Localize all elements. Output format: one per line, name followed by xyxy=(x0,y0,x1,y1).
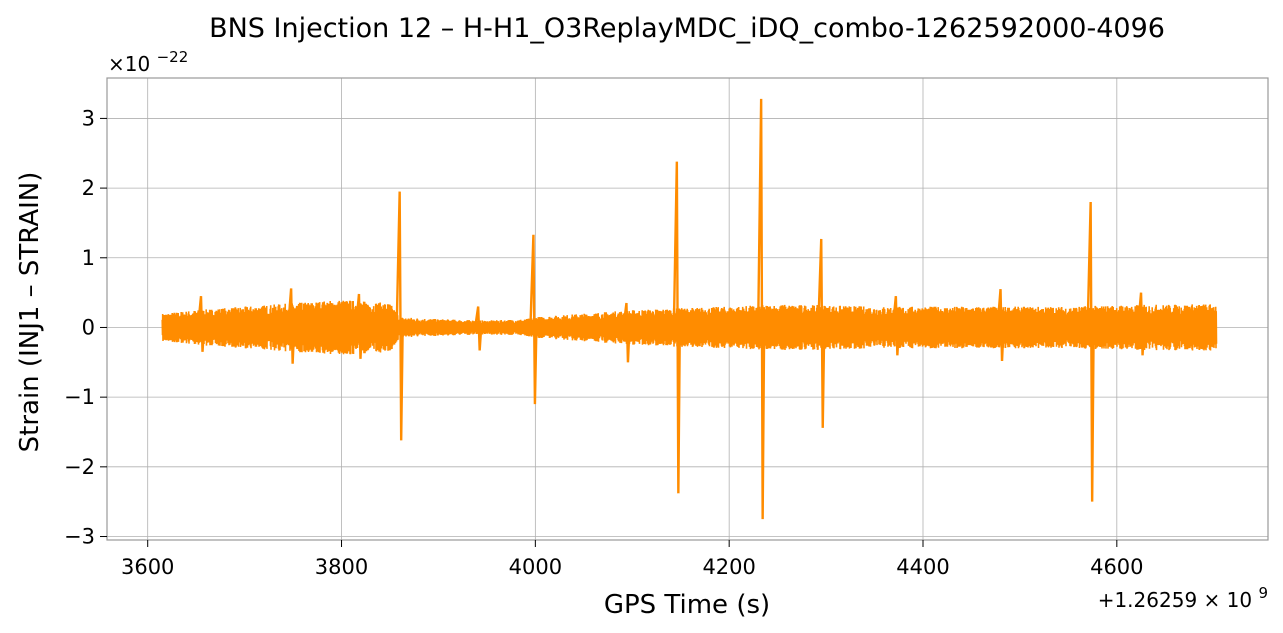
glitch-spike xyxy=(473,306,483,351)
plot-frame xyxy=(106,77,1269,541)
chart-title: BNS Injection 12 – H-H1_O3ReplayMDC_iDQ_… xyxy=(209,13,1165,44)
y-tick-label: 0 xyxy=(82,315,95,339)
glitch-spike xyxy=(672,161,682,494)
glitch-spike xyxy=(529,234,538,405)
y-scale-exponent: −22 xyxy=(157,48,189,66)
glitch-spike xyxy=(996,289,1005,361)
y-tick-label: −3 xyxy=(64,525,95,549)
y-tick-label: 1 xyxy=(82,246,95,270)
glitch-spike xyxy=(196,295,206,352)
glitch-spike xyxy=(354,293,364,359)
x-offset-base: +1.26259 × 10 xyxy=(1098,588,1252,612)
x-offset-exponent: 9 xyxy=(1258,584,1268,602)
strain-line xyxy=(161,300,1218,355)
x-tick-label: 3600 xyxy=(121,555,174,579)
series-strain xyxy=(161,98,1218,520)
y-axis-ticks: −3 −2 −1 0 1 2 3 xyxy=(64,106,107,549)
glitch-spike xyxy=(1086,202,1095,502)
glitch-spike xyxy=(395,191,404,441)
glitch-spike xyxy=(817,238,826,428)
x-axis-label: GPS Time (s) xyxy=(604,590,770,620)
x-tick-label: 4400 xyxy=(896,555,949,579)
svg-text:×10 −22: ×10 −22 xyxy=(108,48,188,76)
y-tick-label: −1 xyxy=(64,385,95,409)
y-tick-label: 2 xyxy=(82,176,95,200)
x-tick-label: 4200 xyxy=(702,555,755,579)
y-tick-label: −2 xyxy=(64,455,95,479)
y-tick-label: 3 xyxy=(82,106,95,130)
y-scale-base: ×10 xyxy=(108,52,150,76)
y-scale-label: ×10 −22 xyxy=(108,48,188,76)
glitch-spike xyxy=(622,302,631,363)
glitch-spike xyxy=(891,295,901,356)
glitch-spike xyxy=(756,98,766,520)
x-axis-ticks: 3600 3800 4000 4200 4400 4600 xyxy=(121,540,1144,579)
x-offset-label: +1.26259 × 10 9 xyxy=(1098,584,1268,612)
svg-text:+1.26259 × 10 9: +1.26259 × 10 9 xyxy=(1098,584,1268,612)
x-tick-label: 4600 xyxy=(1090,555,1143,579)
x-tick-label: 4000 xyxy=(509,555,562,579)
glitch-spike xyxy=(1136,292,1146,356)
glitch-spike xyxy=(286,288,296,364)
x-tick-label: 3800 xyxy=(315,555,368,579)
y-axis-label: Strain (INJ1 – STRAIN) xyxy=(15,172,45,453)
